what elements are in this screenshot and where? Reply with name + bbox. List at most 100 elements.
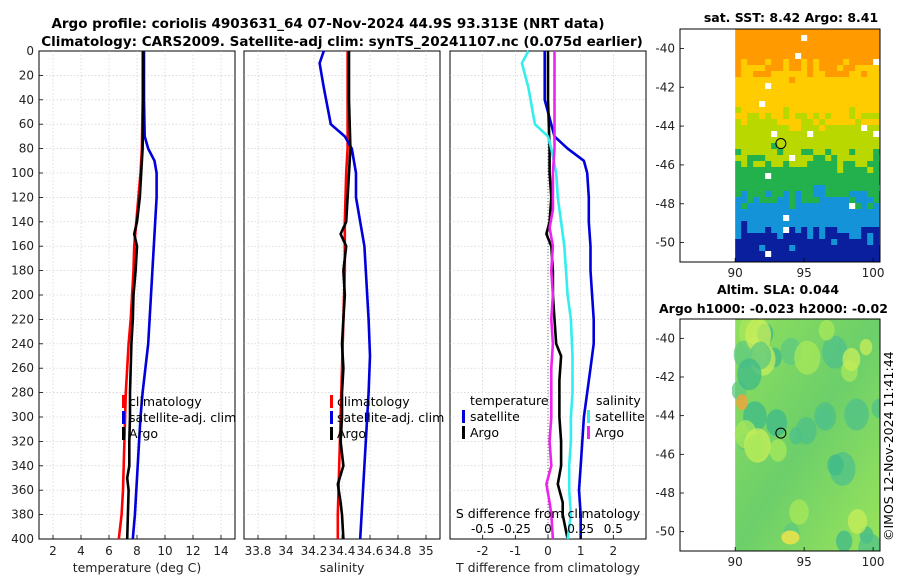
sst-cell: [795, 71, 802, 78]
sst-cell: [741, 113, 748, 120]
sst-cell: [735, 257, 742, 262]
sst-cell: [735, 95, 742, 102]
sst-cell: [867, 173, 874, 180]
sst-cell: [783, 179, 790, 186]
sst-cell: [849, 179, 856, 186]
sst-cell: [837, 83, 844, 90]
sst-cell: [795, 209, 802, 216]
sst-cell: [831, 251, 838, 258]
s-tick-label: 0.25: [567, 522, 594, 536]
sst-cell: [771, 167, 778, 174]
legend-label-s-satellite: satellite: [595, 409, 645, 424]
sst-cell: [765, 233, 772, 240]
sst-cell: [819, 53, 826, 60]
sst-cell: [759, 161, 766, 168]
sst-cell: [765, 173, 772, 180]
sst-cell: [849, 173, 856, 180]
sst-cell: [777, 119, 784, 126]
sst-cell: [741, 119, 748, 126]
sst-cell: [735, 227, 742, 234]
sst-cell: [873, 251, 880, 258]
sst-cell: [741, 101, 748, 108]
sst-cell: [801, 71, 808, 78]
sst-cell: [861, 197, 868, 204]
sst-cell: [789, 53, 796, 60]
sst-cell: [735, 191, 742, 198]
sst-cell: [837, 131, 844, 138]
sst-cell: [837, 209, 844, 216]
sst-cell: [855, 173, 862, 180]
sst-cell: [771, 203, 778, 210]
sst-cell: [789, 257, 796, 262]
legend-label-t-argo: Argo: [470, 425, 499, 440]
sst-cell: [753, 209, 760, 216]
sst-cell: [843, 59, 850, 66]
sst-cell: [765, 209, 772, 216]
sst-cell: [735, 53, 742, 60]
sst-cell: [825, 233, 832, 240]
sst-cell: [813, 29, 820, 36]
sst-cell: [861, 137, 868, 144]
figure-title-line2: Climatology: CARS2009. Satellite-adj cli…: [41, 34, 643, 50]
sla-anomaly-blob: [827, 454, 844, 476]
sst-cell: [861, 155, 868, 162]
sst-cell: [801, 185, 808, 192]
sst-cell: [765, 149, 772, 156]
sst-cell: [741, 131, 748, 138]
sst-cell: [771, 185, 778, 192]
sst-cell: [753, 41, 760, 48]
sst-cell: [843, 119, 850, 126]
sst-cell: [765, 191, 772, 198]
sst-cell: [789, 101, 796, 108]
legend-header-salinity: salinity: [596, 393, 641, 408]
sst-cell: [837, 179, 844, 186]
sst-cell: [873, 65, 880, 72]
sst-cell: [813, 257, 820, 262]
sst-cell: [855, 155, 862, 162]
s-tick-label: -0.25: [500, 522, 531, 536]
sst-cell: [873, 47, 880, 54]
sst-cell: [849, 131, 856, 138]
sst-cell: [777, 125, 784, 132]
sst-cell: [813, 113, 820, 120]
sst-cell: [813, 143, 820, 150]
sst-cell: [747, 65, 754, 72]
sst-cell: [759, 125, 766, 132]
sst-cell: [771, 149, 778, 156]
sst-cell: [795, 203, 802, 210]
sst-cell: [777, 71, 784, 78]
sst-cell: [855, 29, 862, 36]
sst-cell: [789, 83, 796, 90]
sst-cell: [789, 185, 796, 192]
sst-cell: [735, 155, 742, 162]
sst-cell: [783, 41, 790, 48]
sst-cell: [807, 233, 814, 240]
sst-cell: [747, 35, 754, 42]
sst-cell: [819, 143, 826, 150]
sst-cell: [777, 137, 784, 144]
sst-cell: [765, 215, 772, 222]
sst-cell: [777, 77, 784, 84]
sst-cell: [837, 77, 844, 84]
sst-cell: [867, 149, 874, 156]
sst-cell: [873, 209, 880, 216]
sst-cell: [801, 149, 808, 156]
sst-cell: [861, 167, 868, 174]
sst-cell: [831, 107, 838, 114]
y-tick-label: 160: [11, 239, 34, 253]
sst-cell: [831, 29, 838, 36]
sst-cell: [795, 257, 802, 262]
sst-cell: [783, 107, 790, 114]
sst-cell: [843, 233, 850, 240]
sst-cell: [765, 83, 772, 90]
sla-anomaly-blob: [871, 398, 880, 419]
sst-cell: [783, 89, 790, 96]
sst-cell: [843, 107, 850, 114]
sst-cell: [789, 47, 796, 54]
sst-cell: [807, 221, 814, 228]
sst-cell: [759, 53, 766, 60]
lon-tick-label: 90: [728, 555, 743, 569]
sst-cell: [873, 119, 880, 126]
sst-cell: [735, 209, 742, 216]
sst-cell: [759, 239, 766, 246]
